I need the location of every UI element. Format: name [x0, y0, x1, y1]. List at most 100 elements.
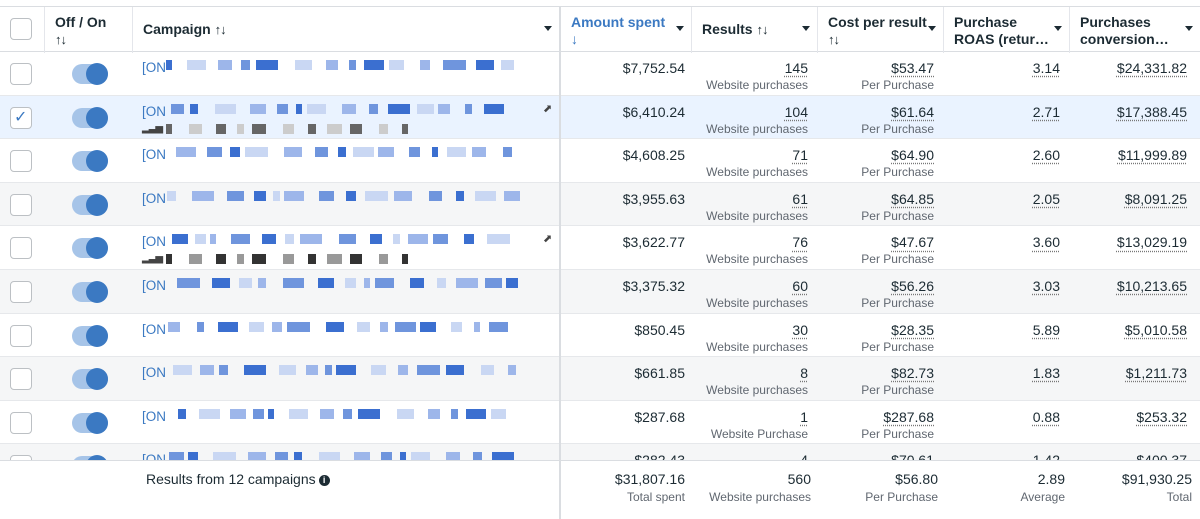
- row-checkbox[interactable]: [10, 193, 32, 216]
- purchase-roas-value[interactable]: 2.60: [1032, 147, 1060, 164]
- row-checkbox[interactable]: [10, 150, 32, 173]
- table-row[interactable]: [ON $3,375.32 60 Website purchases $56.26 Per…: [0, 270, 1200, 314]
- purchase-roas-value[interactable]: 3.03: [1032, 278, 1060, 294]
- results-value[interactable]: 61: [792, 190, 808, 207]
- purchases-conversion-value[interactable]: $1,211.73: [1125, 365, 1187, 382]
- header-cost-per-result[interactable]: Cost per result ↑↓: [818, 7, 944, 53]
- results-value[interactable]: 1: [800, 408, 808, 425]
- campaign-toggle[interactable]: [72, 281, 108, 303]
- campaign-name-link[interactable]: [ON: [142, 278, 167, 293]
- campaign-toggle[interactable]: [72, 106, 108, 129]
- campaign-name-link[interactable]: [ON: [142, 321, 167, 337]
- purchase-roas-value[interactable]: 2.05: [1032, 190, 1060, 207]
- purchases-conversion-value[interactable]: $11,999.89: [1117, 147, 1187, 164]
- campaign-toggle[interactable]: [72, 455, 108, 460]
- purchase-roas-value[interactable]: 0.88: [1032, 408, 1060, 425]
- row-checkbox[interactable]: [10, 237, 32, 260]
- chevron-down-icon[interactable]: [928, 26, 936, 31]
- sort-icon[interactable]: ↑↓: [55, 32, 67, 47]
- purchases-conversion-value[interactable]: $24,331.82: [1116, 60, 1187, 76]
- sort-icon[interactable]: ↑↓: [828, 32, 840, 47]
- results-value[interactable]: 145: [784, 60, 808, 76]
- select-all-checkbox[interactable]: [10, 18, 32, 40]
- campaign-toggle[interactable]: [72, 411, 108, 434]
- row-checkbox[interactable]: [10, 324, 32, 347]
- table-row[interactable]: [ON $4,608.25 71 Website purchases $64.90 Per…: [0, 139, 1200, 183]
- cost-per-result-value[interactable]: $47.67: [891, 234, 934, 251]
- campaign-toggle[interactable]: [72, 150, 108, 173]
- row-checkbox[interactable]: [10, 63, 32, 85]
- campaign-toggle[interactable]: [72, 63, 108, 85]
- cost-per-result-value[interactable]: $82.73: [891, 365, 934, 382]
- campaign-name-link[interactable]: [ON: [142, 408, 167, 424]
- purchase-roas-value[interactable]: 2.71: [1032, 103, 1060, 120]
- campaign-toggle[interactable]: [72, 193, 108, 216]
- campaign-name-link[interactable]: [ON: [142, 452, 167, 460]
- row-checkbox[interactable]: [10, 455, 32, 460]
- campaign-name-link[interactable]: [ON: [142, 147, 167, 163]
- table-row[interactable]: [ON ▂▃▅ ⬈ $3,622.77 76 Website purchases $47.6…: [0, 226, 1200, 270]
- campaign-toggle[interactable]: [72, 324, 108, 347]
- purchases-conversion-value[interactable]: $8,091.25: [1124, 190, 1187, 207]
- header-purchase-roas[interactable]: Purchase ROAS (retur…: [944, 7, 1070, 53]
- cost-per-result-value[interactable]: $70.61: [891, 452, 934, 460]
- purchases-conversion-value[interactable]: $17,388.45: [1116, 103, 1187, 120]
- purchases-conversion-value[interactable]: $253.32: [1136, 408, 1187, 425]
- chevron-down-icon[interactable]: [802, 26, 810, 31]
- purchases-conversion-value[interactable]: $5,010.58: [1124, 321, 1187, 338]
- campaign-toggle[interactable]: [72, 237, 108, 260]
- results-value[interactable]: 8: [800, 365, 808, 382]
- row-checkbox[interactable]: [10, 411, 32, 434]
- header-results[interactable]: Results ↑↓: [692, 7, 818, 53]
- purchases-conversion-value[interactable]: $400.37: [1136, 452, 1187, 460]
- row-checkbox[interactable]: [10, 368, 32, 391]
- chevron-down-icon[interactable]: [544, 26, 552, 31]
- row-checkbox[interactable]: [10, 281, 32, 303]
- results-value[interactable]: 30: [792, 321, 808, 338]
- cost-per-result-value[interactable]: $61.64: [891, 103, 934, 120]
- frozen-column-divider[interactable]: [559, 6, 561, 519]
- cost-per-result-value[interactable]: $28.35: [891, 321, 934, 338]
- table-row[interactable]: [ON $3,955.63 61 Website purchases $64.85 Per…: [0, 182, 1200, 227]
- purchases-conversion-value[interactable]: $10,213.65: [1116, 278, 1187, 294]
- purchase-roas-value[interactable]: 5.89: [1032, 321, 1060, 338]
- header-campaign[interactable]: Campaign ↑↓: [133, 7, 560, 53]
- table-row[interactable]: [ON $850.45 30 Website purchases $28.35 Per P…: [0, 314, 1200, 358]
- table-row[interactable]: [ON $661.85 8 Website purchases $82.73 Per Pu…: [0, 357, 1200, 401]
- sort-descending-icon[interactable]: ↓: [571, 31, 578, 47]
- purchase-roas-value[interactable]: 1.42: [1033, 452, 1060, 460]
- results-value[interactable]: 104: [784, 103, 808, 120]
- sort-icon[interactable]: ↑↓: [214, 22, 227, 37]
- campaign-name-link[interactable]: [ON: [142, 190, 167, 206]
- cost-per-result-value[interactable]: $287.68: [883, 408, 934, 425]
- header-purchases-conversion[interactable]: Purchases conversion…: [1070, 7, 1200, 53]
- campaign-toggle[interactable]: [72, 368, 108, 391]
- pin-icon[interactable]: ⬈: [543, 102, 553, 115]
- results-value[interactable]: 4: [800, 452, 808, 460]
- cost-per-result-value[interactable]: $64.90: [891, 147, 934, 164]
- header-off-on[interactable]: Off / On ↑↓: [45, 7, 133, 53]
- results-value[interactable]: 76: [792, 234, 808, 251]
- purchase-roas-value[interactable]: 1.83: [1032, 365, 1060, 382]
- header-amount-spent[interactable]: Amount spent ↓: [561, 7, 692, 53]
- table-row[interactable]: [ON $282.43 4 $70.61 1.42 $400.37: [0, 444, 1200, 460]
- chevron-down-icon[interactable]: [1185, 26, 1193, 31]
- purchase-roas-value[interactable]: 3.60: [1032, 234, 1060, 251]
- cost-per-result-value[interactable]: $64.85: [891, 190, 934, 207]
- cost-per-result-value[interactable]: $53.47: [891, 60, 934, 76]
- campaign-name-link[interactable]: [ON: [142, 60, 167, 75]
- results-value[interactable]: 60: [792, 278, 808, 294]
- info-icon[interactable]: i: [318, 475, 330, 486]
- purchase-roas-value[interactable]: 3.14: [1032, 60, 1060, 76]
- chevron-down-icon[interactable]: [1054, 26, 1062, 31]
- campaign-name-link[interactable]: [ON: [142, 234, 167, 250]
- row-checkbox[interactable]: ✓: [10, 106, 32, 129]
- purchases-conversion-value[interactable]: $13,029.19: [1116, 234, 1187, 251]
- results-value[interactable]: 71: [792, 147, 808, 164]
- pin-icon[interactable]: ⬈: [543, 233, 553, 246]
- cost-per-result-value[interactable]: $56.26: [891, 278, 934, 294]
- table-row[interactable]: [ON $7,752.54 145 Website purchases $53.47 Pe…: [0, 52, 1200, 96]
- table-row[interactable]: [ON $287.68 1 Website Purchase $287.68 Per Pu…: [0, 401, 1200, 445]
- table-row[interactable]: ✓ [ON ▂▃▅ ⬈ $6,410.24 104 Website purchases $61…: [0, 95, 1200, 140]
- chevron-down-icon[interactable]: [676, 26, 684, 31]
